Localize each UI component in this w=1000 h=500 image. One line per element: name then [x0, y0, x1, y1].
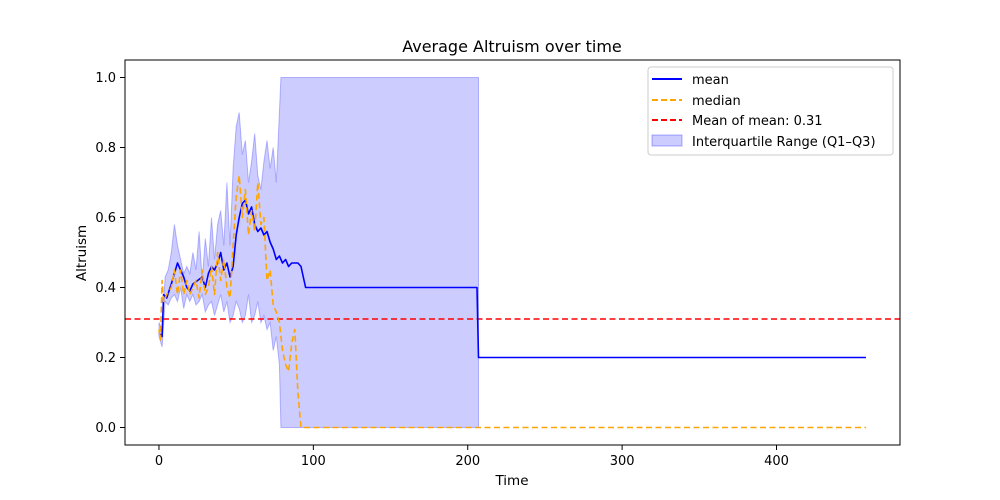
- y-axis-label: Altruism: [74, 225, 90, 281]
- legend-label-mean-of-mean: Mean of mean: 0.31: [692, 114, 823, 129]
- y-tick-label: 0.6: [95, 211, 116, 226]
- x-axis-label: Time: [494, 473, 528, 489]
- legend-box: [647, 66, 894, 156]
- y-tick-label: 1.0: [95, 71, 116, 86]
- x-tick-label: 0: [155, 454, 163, 469]
- iqr-band-layer: [158, 77, 479, 428]
- legend-swatch-iqr: [651, 134, 683, 147]
- median-series-line: [158, 174, 866, 429]
- x-tick-label: 400: [764, 454, 789, 469]
- y-tick-label: 0.0: [95, 421, 116, 436]
- legend-label-median: median: [692, 94, 741, 109]
- iqr-band: [158, 77, 479, 428]
- y-tick-label: 0.4: [95, 281, 116, 296]
- legend-label-mean: mean: [692, 73, 729, 88]
- x-tick-label: 200: [455, 454, 480, 469]
- series-layer: [158, 174, 866, 429]
- y-axis-ticks: 0.0 0.2 0.4 0.6 0.8 1.0: [95, 71, 125, 436]
- y-tick-label: 0.8: [95, 141, 116, 156]
- x-tick-label: 300: [610, 454, 635, 469]
- y-tick-label: 0.2: [95, 351, 116, 366]
- x-axis-ticks: 0 100 200 300 400: [155, 445, 789, 469]
- chart-legend: mean median Mean of mean: 0.31 Interquar…: [647, 66, 894, 156]
- chart-title: Average Altruism over time: [402, 37, 622, 56]
- plot-frame: [124, 59, 901, 446]
- x-tick-label: 100: [301, 454, 326, 469]
- plot-area: [125, 77, 900, 429]
- legend-label-iqr: Interquartile Range (Q1–Q3): [692, 135, 876, 150]
